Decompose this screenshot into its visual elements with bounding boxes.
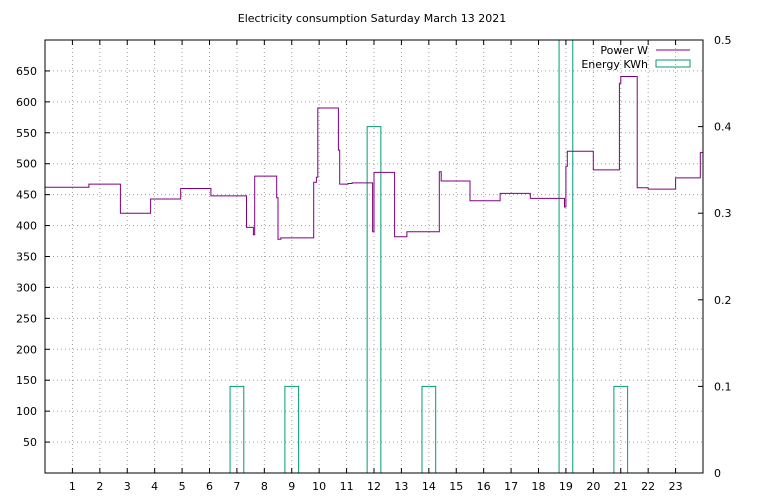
x-tick-label: 15: [449, 480, 463, 493]
x-tick-label: 10: [312, 480, 326, 493]
y-tick-label: 100: [16, 405, 37, 418]
x-tick-label: 17: [504, 480, 518, 493]
x-tick-label: 23: [669, 480, 683, 493]
x-tick-label: 7: [233, 480, 240, 493]
x-tick-label: 18: [532, 480, 546, 493]
y-tick-label: 450: [16, 189, 37, 202]
y-tick-label: 50: [23, 436, 37, 449]
y-tick-label: 200: [16, 343, 37, 356]
x-tick-label: 8: [261, 480, 268, 493]
legend-label-power: Power W: [600, 44, 648, 57]
legend-label-energy: Energy KWh: [581, 58, 648, 71]
x-tick-label: 1: [69, 480, 76, 493]
y2-tick-label: 0.1: [714, 380, 732, 393]
y2-tick-label: 0.2: [714, 294, 732, 307]
x-tick-label: 11: [340, 480, 354, 493]
power-series-layer: [45, 76, 703, 240]
x-tick-label: 22: [641, 480, 655, 493]
y-tick-label: 500: [16, 158, 37, 171]
y-tick-label: 650: [16, 65, 37, 78]
x-tick-label: 3: [124, 480, 131, 493]
x-tick-label: 13: [394, 480, 408, 493]
x-tick-label: 9: [288, 480, 295, 493]
x-tick-label: 21: [614, 480, 628, 493]
y-tick-label: 600: [16, 96, 37, 109]
legend-swatch-energy: [655, 59, 691, 68]
x-tick-label: 16: [477, 480, 491, 493]
x-tick-label: 12: [367, 480, 381, 493]
power-line: [45, 76, 703, 240]
axes-layer: 1 2 3 4 5 6 7 8 9 10 11 12 13 14 15 16 17 18 19 20 21 22 23501…: [16, 34, 732, 493]
y2-tick-label: 0.5: [714, 34, 732, 47]
x-tick-label: 5: [179, 480, 186, 493]
x-tick-label: 4: [151, 480, 158, 493]
y-tick-label: 550: [16, 127, 37, 140]
x-tick-label: 2: [96, 480, 103, 493]
y-tick-label: 300: [16, 281, 37, 294]
y-tick-label: 400: [16, 220, 37, 233]
y2-tick-label: 0.3: [714, 207, 732, 220]
x-tick-label: 20: [586, 480, 600, 493]
grid-layer: [45, 40, 703, 473]
y-tick-label: 150: [16, 374, 37, 387]
legend: Power W Energy KWh: [581, 44, 691, 71]
y-tick-label: 350: [16, 251, 37, 264]
y2-tick-label: 0: [714, 467, 721, 480]
x-tick-label: 19: [559, 480, 573, 493]
chart-title: Electricity consumption Saturday March 1…: [238, 12, 506, 25]
y2-tick-label: 0.4: [714, 121, 732, 134]
x-tick-label: 14: [422, 480, 436, 493]
x-tick-label: 6: [206, 480, 213, 493]
y-tick-label: 250: [16, 312, 37, 325]
